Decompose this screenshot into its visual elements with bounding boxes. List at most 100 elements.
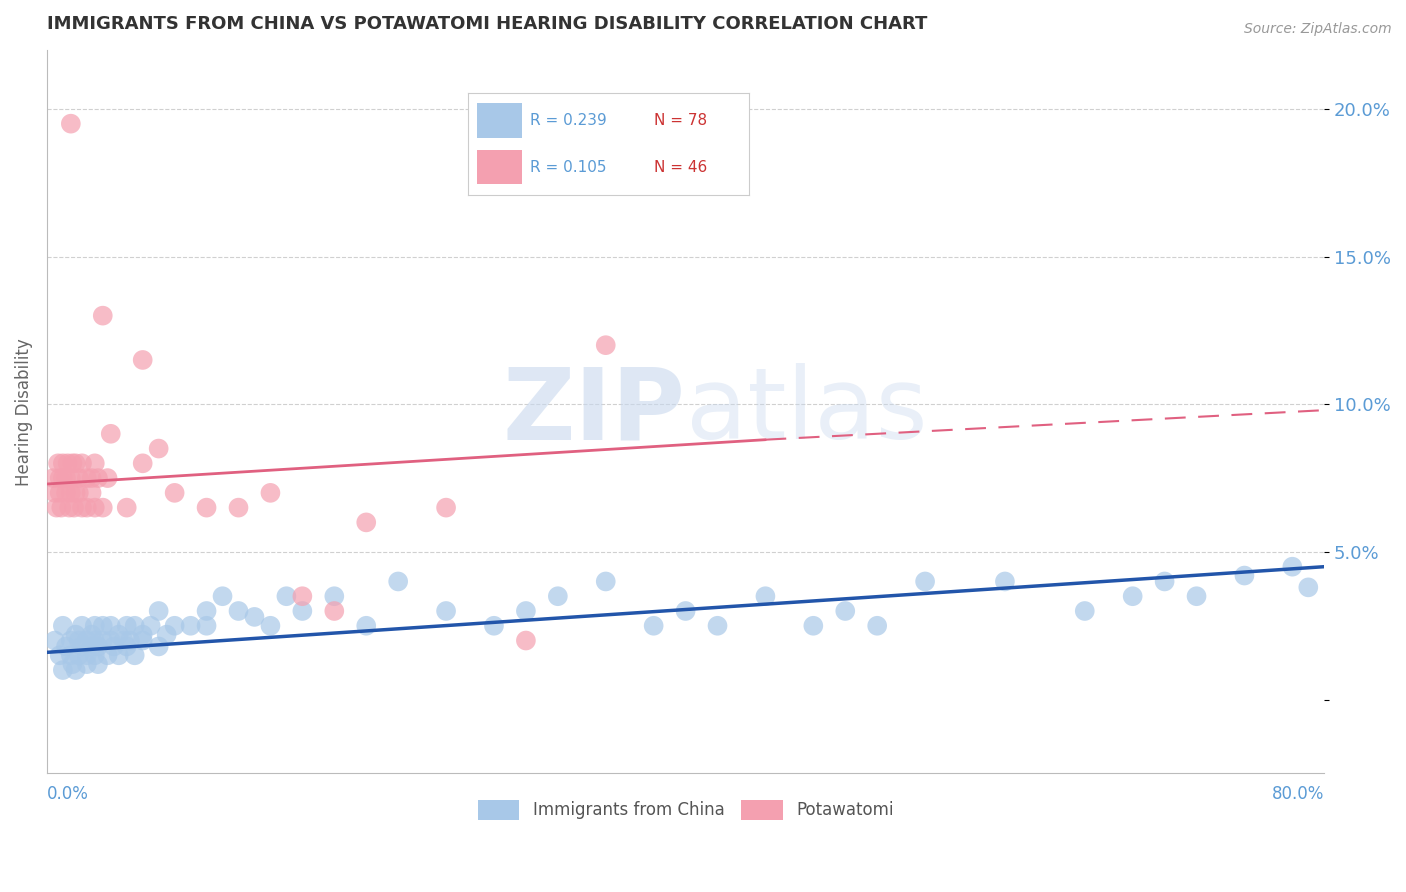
Point <box>83 648 105 663</box>
Point <box>595 338 617 352</box>
Point <box>100 633 122 648</box>
Point <box>51 500 73 515</box>
Point <box>42 471 65 485</box>
Point <box>118 633 141 648</box>
Point <box>195 500 218 515</box>
Point <box>107 627 129 641</box>
Point <box>482 619 505 633</box>
Point <box>675 604 697 618</box>
Point <box>354 516 377 530</box>
Point <box>1233 568 1256 582</box>
Point <box>100 619 122 633</box>
Point <box>80 486 103 500</box>
Point <box>63 500 86 515</box>
Point <box>83 633 105 648</box>
Text: ZIP: ZIP <box>503 363 686 460</box>
Point <box>67 486 90 500</box>
Point <box>70 456 93 470</box>
Point <box>48 648 70 663</box>
Point <box>515 604 537 618</box>
Point <box>59 471 82 485</box>
Point <box>91 633 114 648</box>
Point <box>76 657 98 672</box>
Point <box>180 619 202 633</box>
Point <box>87 657 110 672</box>
Point <box>131 627 153 641</box>
Text: Source: ZipAtlas.com: Source: ZipAtlas.com <box>1244 22 1392 37</box>
Point <box>291 604 314 618</box>
Point <box>48 486 70 500</box>
Point <box>866 619 889 633</box>
Point <box>91 619 114 633</box>
Point <box>163 486 186 500</box>
Point <box>115 619 138 633</box>
Point <box>70 500 93 515</box>
Point <box>67 471 90 485</box>
Point <box>103 640 125 654</box>
Point <box>91 309 114 323</box>
Point <box>97 648 120 663</box>
Point <box>107 648 129 663</box>
Point <box>994 574 1017 589</box>
Point <box>67 633 90 648</box>
Point <box>115 640 138 654</box>
Point <box>80 640 103 654</box>
Point <box>56 456 79 470</box>
Point <box>211 589 233 603</box>
Point <box>139 619 162 633</box>
Point <box>228 604 250 618</box>
Point <box>115 500 138 515</box>
Point <box>228 500 250 515</box>
Point <box>58 500 80 515</box>
Point <box>354 619 377 633</box>
Legend: Immigrants from China, Potawatomi: Immigrants from China, Potawatomi <box>471 793 900 827</box>
Point <box>259 486 281 500</box>
Point <box>76 633 98 648</box>
Point <box>65 627 87 641</box>
Point <box>195 604 218 618</box>
Point <box>148 604 170 618</box>
Point <box>1298 580 1320 594</box>
Point <box>52 663 75 677</box>
Point <box>276 589 298 603</box>
Point <box>65 486 87 500</box>
Point <box>76 471 98 485</box>
Point <box>754 589 776 603</box>
Point <box>87 471 110 485</box>
Point <box>59 486 82 500</box>
Point <box>148 442 170 456</box>
Point <box>87 640 110 654</box>
Point <box>131 633 153 648</box>
Point <box>67 648 90 663</box>
Point <box>323 589 346 603</box>
Point <box>45 500 67 515</box>
Point <box>323 604 346 618</box>
Point <box>243 610 266 624</box>
Point <box>55 486 77 500</box>
Point <box>163 619 186 633</box>
Point <box>156 627 179 641</box>
Point <box>59 117 82 131</box>
Point <box>801 619 824 633</box>
Point <box>834 604 856 618</box>
Text: atlas: atlas <box>686 363 927 460</box>
Point <box>91 500 114 515</box>
Point <box>48 471 70 485</box>
Point <box>148 640 170 654</box>
Point <box>65 456 87 470</box>
Point <box>52 619 75 633</box>
Point <box>97 471 120 485</box>
Text: 80.0%: 80.0% <box>1272 785 1324 803</box>
Point <box>387 574 409 589</box>
Point <box>80 627 103 641</box>
Point <box>76 648 98 663</box>
Point <box>65 663 87 677</box>
Point <box>914 574 936 589</box>
Point <box>595 574 617 589</box>
Point <box>55 640 77 654</box>
Point <box>291 589 314 603</box>
Point <box>1281 559 1303 574</box>
Point <box>100 426 122 441</box>
Point <box>83 456 105 470</box>
Point <box>59 648 82 663</box>
